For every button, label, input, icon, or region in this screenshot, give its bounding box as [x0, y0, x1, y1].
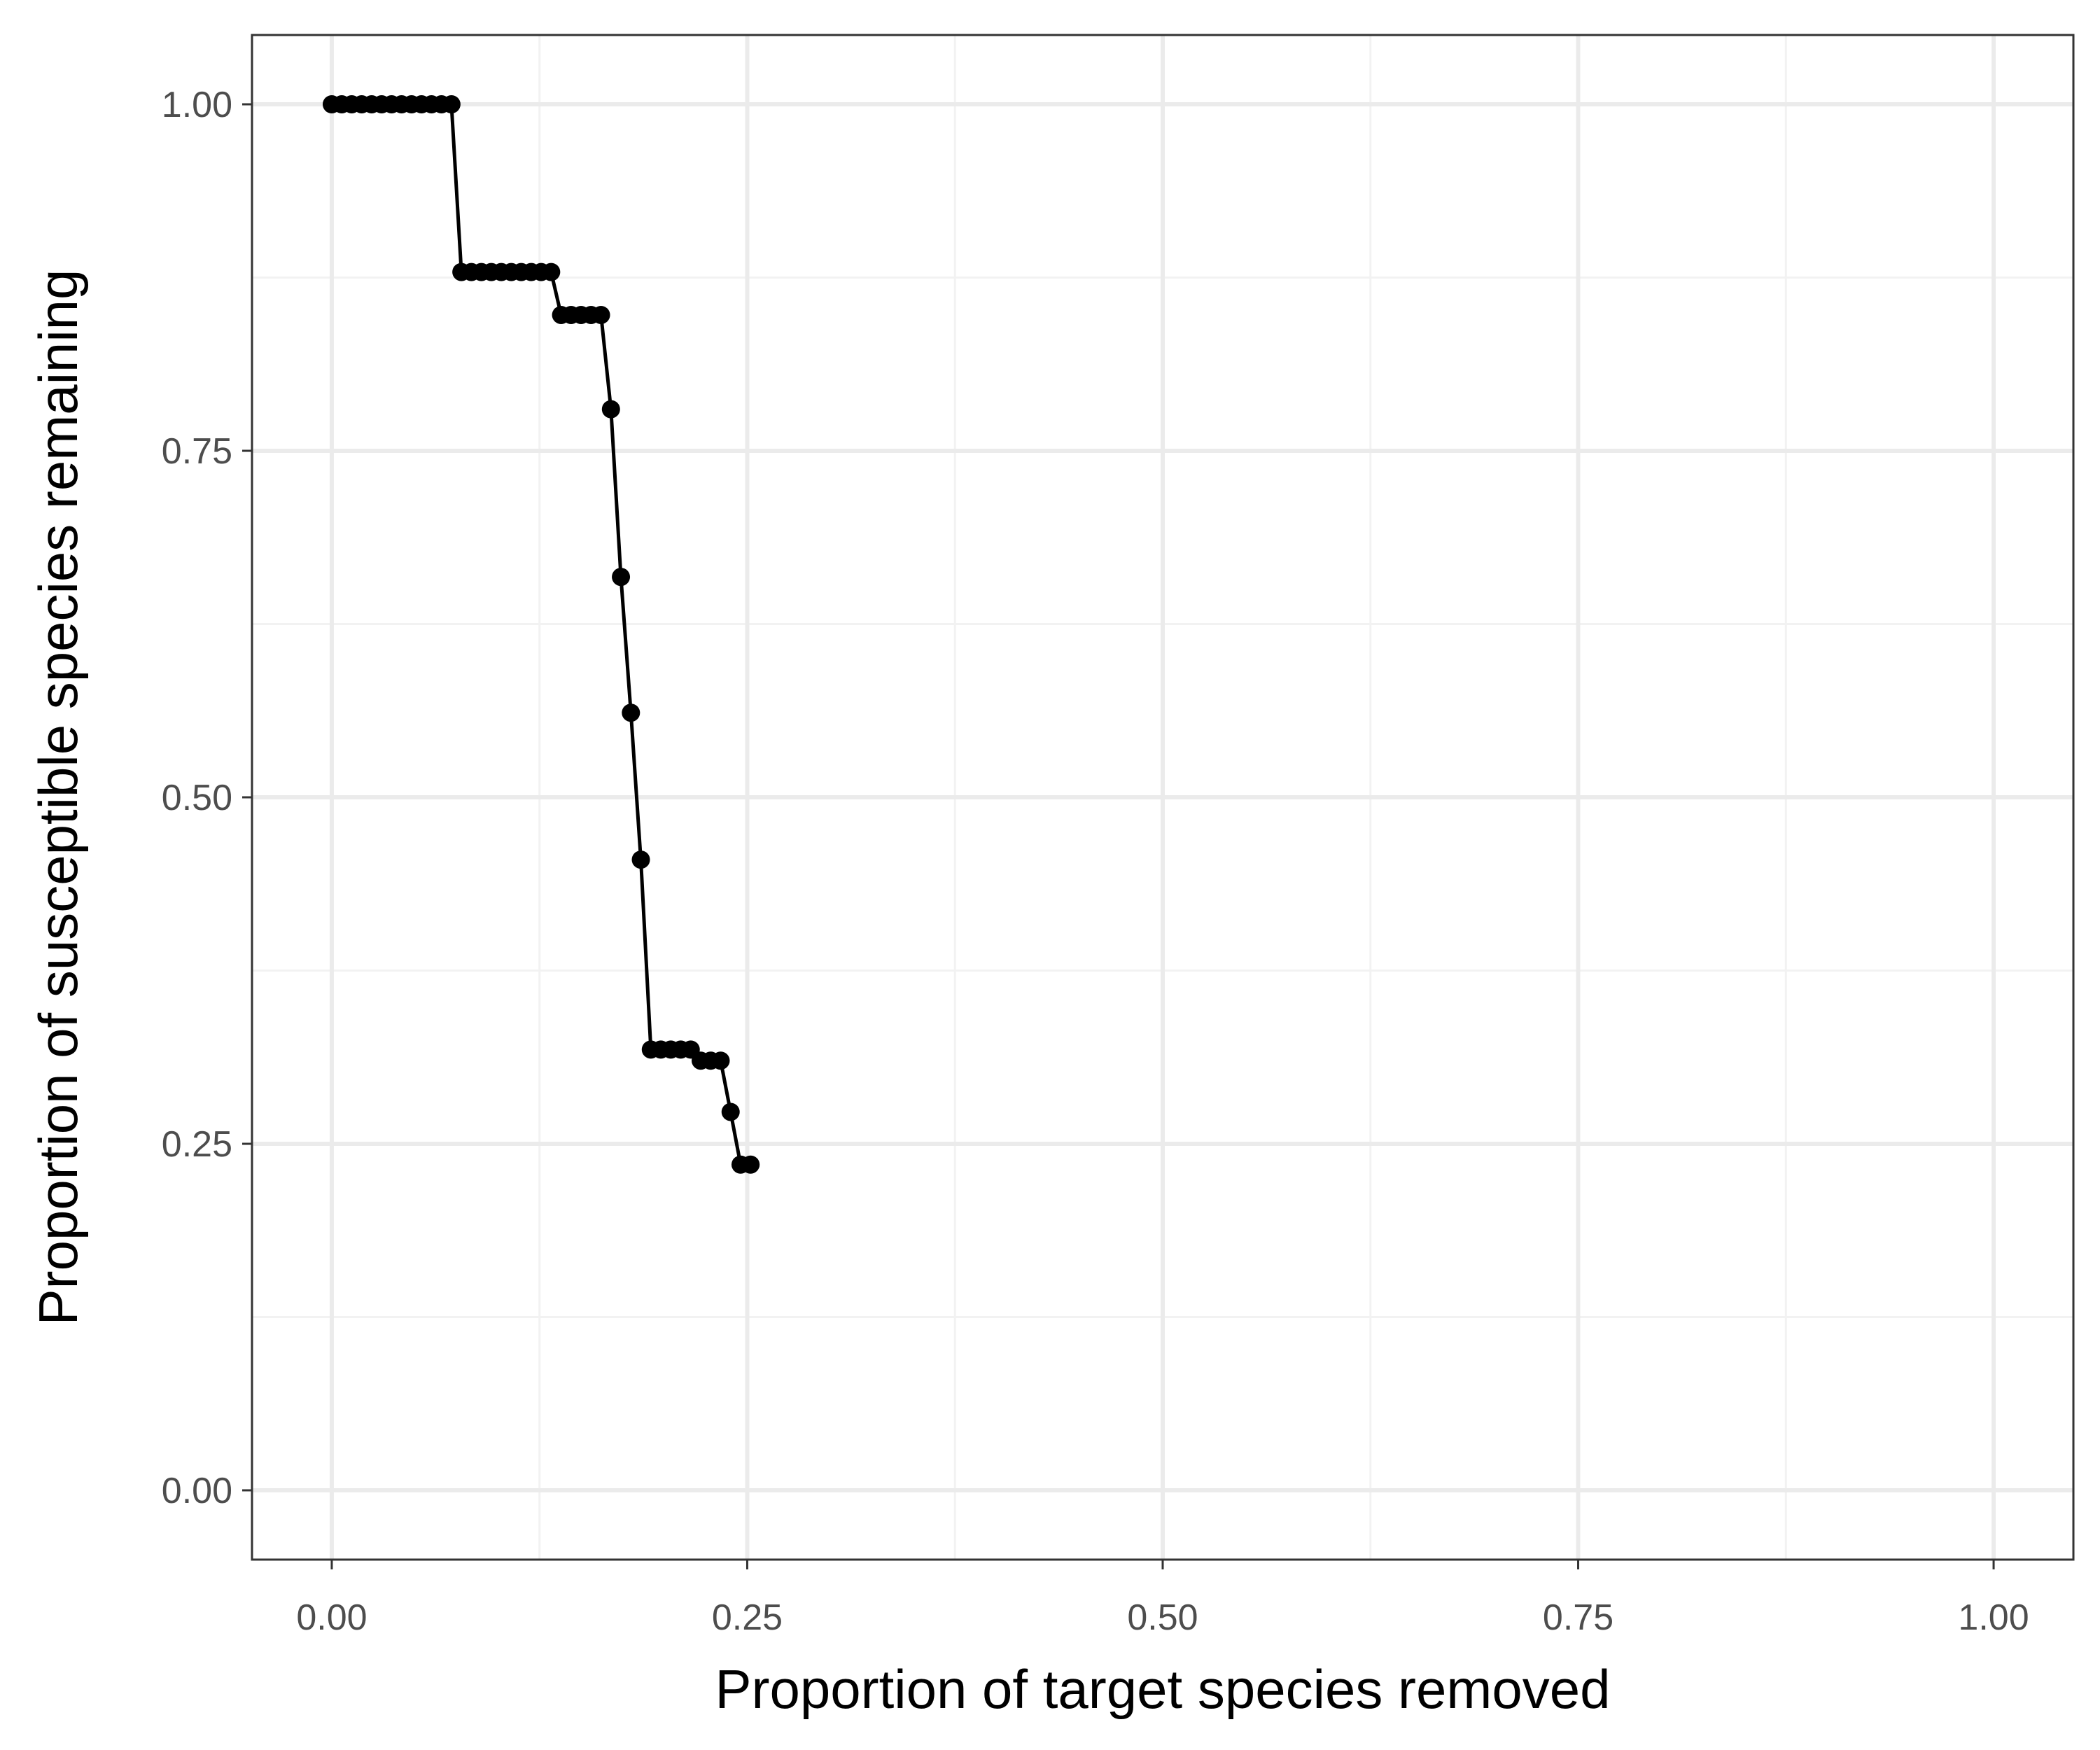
- major-grid: [252, 35, 2073, 1560]
- data-point: [711, 1051, 730, 1070]
- data-point: [592, 305, 610, 324]
- y-axis-title: Proportion of susceptible species remain…: [27, 270, 89, 1326]
- data-point: [612, 568, 631, 587]
- x-tick-label: 0.00: [296, 1597, 367, 1638]
- data-point: [622, 704, 640, 722]
- x-axis: 0.00 0.25 0.50 0.75 1.00: [296, 1560, 2029, 1638]
- y-tick-label: 0.25: [162, 1124, 232, 1165]
- x-axis-title: Proportion of target species removed: [715, 1658, 1610, 1720]
- y-tick-label: 1.00: [162, 85, 232, 125]
- y-tick-label: 0.50: [162, 778, 232, 818]
- x-tick-label: 1.00: [1958, 1597, 2029, 1638]
- data-point: [631, 850, 650, 869]
- y-tick-label: 0.75: [162, 431, 232, 472]
- data-point: [442, 95, 461, 113]
- data-point: [721, 1102, 740, 1121]
- y-axis: 0.00 0.25 0.50 0.75 1.00: [162, 85, 252, 1511]
- data-point: [542, 262, 561, 281]
- series-layer: [322, 95, 760, 1174]
- data-point: [601, 400, 620, 419]
- x-tick-label: 0.50: [1127, 1597, 1198, 1638]
- data-point: [741, 1155, 760, 1174]
- x-tick-label: 0.25: [712, 1597, 783, 1638]
- x-tick-label: 0.75: [1543, 1597, 1614, 1638]
- y-tick-label: 0.00: [162, 1471, 232, 1511]
